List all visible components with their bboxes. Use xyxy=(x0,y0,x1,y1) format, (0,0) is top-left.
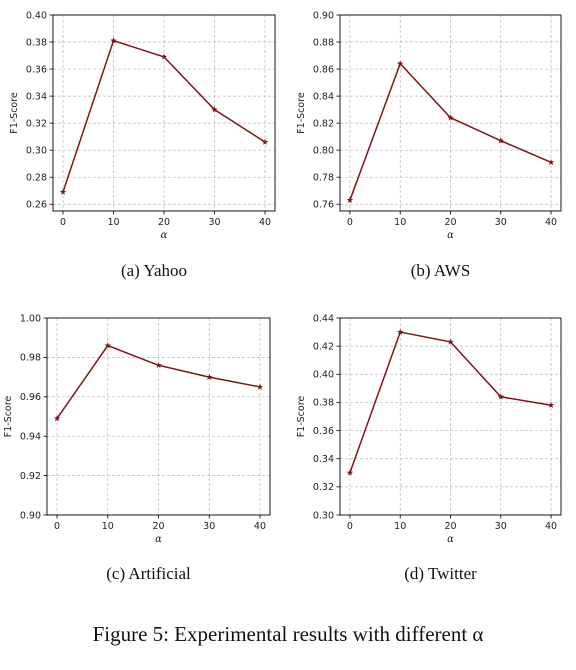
data-point xyxy=(110,37,117,44)
y-tick-label: 0.30 xyxy=(26,145,47,156)
y-tick-label: 0.90 xyxy=(313,10,334,21)
x-axis-label: α xyxy=(447,230,454,241)
y-tick-label: 0.28 xyxy=(26,173,47,184)
x-tick-label: 20 xyxy=(152,521,164,532)
data-point xyxy=(211,106,218,113)
series-line xyxy=(56,344,261,419)
data-point xyxy=(256,383,264,390)
y-tick-label: 0.30 xyxy=(313,510,334,521)
chart-twitter: 0.30 0.32 0.34 0.36 0.38 0.40 0.42 0.44 0 10 20 30 4… xyxy=(296,313,562,583)
y-tick-label: 0.34 xyxy=(26,91,47,102)
y-tick-label: 0.40 xyxy=(313,370,334,381)
chart-aws: 0.76 0.78 0.80 0.82 0.84 0.86 0.88 0.90 0 10 20 30 4… xyxy=(296,10,562,280)
subfigure-caption: (d) Twitter xyxy=(404,564,477,583)
y-tick-label: 1.00 xyxy=(20,313,41,324)
data-point xyxy=(104,342,111,349)
y-axis-label: F1-Score xyxy=(296,396,307,438)
subfigure-caption: (b) AWS xyxy=(411,261,471,280)
y-tick-label: 0.26 xyxy=(26,200,47,211)
y-tick-label: 0.42 xyxy=(313,341,334,352)
data-point xyxy=(346,469,354,476)
data-point xyxy=(261,138,269,145)
x-axis-label: α xyxy=(161,230,168,241)
subfigure-caption: (c) Artificial xyxy=(106,564,191,583)
x-tick-label: 0 xyxy=(60,217,66,228)
y-tick-label: 0.44 xyxy=(313,313,334,324)
y-axis-label: F1-Score xyxy=(296,92,307,134)
y-tick-label: 0.76 xyxy=(313,200,334,211)
data-point xyxy=(53,415,61,422)
data-point xyxy=(547,401,555,408)
data-point xyxy=(59,188,67,195)
x-tick-label: 0 xyxy=(347,217,353,228)
figure-caption: Figure 5: Experimental results with diff… xyxy=(93,622,484,646)
x-axis-label: α xyxy=(155,534,162,545)
y-tick-label: 0.38 xyxy=(313,398,334,409)
y-tick-label: 0.34 xyxy=(313,454,334,465)
y-tick-label: 0.86 xyxy=(313,64,334,75)
y-tick-label: 0.88 xyxy=(313,37,334,48)
x-tick-label: 40 xyxy=(545,217,557,228)
chart-yahoo: 0.26 0.28 0.30 0.32 0.34 0.36 0.38 0.40 0 10 20 30 4… xyxy=(9,10,276,280)
data-point xyxy=(396,60,404,67)
data-point xyxy=(447,114,454,121)
data-point xyxy=(497,393,505,400)
x-tick-label: 0 xyxy=(347,521,353,532)
y-tick-label: 0.98 xyxy=(20,353,41,364)
x-tick-label: 30 xyxy=(495,521,507,532)
data-point xyxy=(547,158,555,166)
data-point xyxy=(206,373,213,380)
y-tick-label: 0.36 xyxy=(313,426,334,437)
y-tick-label: 0.96 xyxy=(20,392,41,403)
data-point xyxy=(346,196,354,203)
y-axis-label: F1-Score xyxy=(9,92,20,134)
x-tick-label: 30 xyxy=(208,217,220,228)
x-tick-label: 40 xyxy=(259,217,271,228)
x-tick-label: 10 xyxy=(107,217,119,228)
x-tick-label: 20 xyxy=(158,217,170,228)
data-point xyxy=(155,361,162,369)
y-tick-label: 0.90 xyxy=(20,510,41,521)
y-tick-label: 0.32 xyxy=(313,482,334,493)
y-axis-label: F1-Score xyxy=(3,396,14,438)
x-tick-label: 10 xyxy=(394,521,406,532)
x-tick-label: 20 xyxy=(444,217,456,228)
x-tick-label: 30 xyxy=(203,521,215,532)
data-point xyxy=(497,137,505,144)
chart-artificial: 0.90 0.92 0.94 0.96 0.98 1.00 0 10 20 30 40 α F1-Sco… xyxy=(3,313,271,583)
y-tick-label: 0.92 xyxy=(20,471,41,482)
y-tick-label: 0.36 xyxy=(26,64,47,75)
y-tick-label: 0.82 xyxy=(313,118,334,129)
y-tick-label: 0.40 xyxy=(26,10,47,21)
data-point xyxy=(160,53,168,60)
x-tick-label: 30 xyxy=(495,217,507,228)
data-point xyxy=(447,338,454,345)
x-tick-label: 0 xyxy=(54,521,60,532)
x-tick-label: 40 xyxy=(254,521,266,532)
y-tick-label: 0.32 xyxy=(26,118,47,129)
y-tick-label: 0.94 xyxy=(20,432,41,443)
x-tick-label: 10 xyxy=(102,521,114,532)
y-tick-label: 0.78 xyxy=(313,173,334,184)
x-axis-label: α xyxy=(447,534,454,545)
y-tick-label: 0.84 xyxy=(313,91,334,102)
chart-panels: 0.26 0.28 0.30 0.32 0.34 0.36 0.38 0.40 0 10 20 30 4… xyxy=(3,10,562,583)
data-point xyxy=(396,328,404,335)
x-tick-label: 10 xyxy=(394,217,406,228)
x-tick-label: 40 xyxy=(545,521,557,532)
y-tick-label: 0.38 xyxy=(26,37,47,48)
y-tick-label: 0.80 xyxy=(313,145,334,156)
subfigure-caption: (a) Yahoo xyxy=(121,261,187,280)
x-tick-label: 20 xyxy=(444,521,456,532)
